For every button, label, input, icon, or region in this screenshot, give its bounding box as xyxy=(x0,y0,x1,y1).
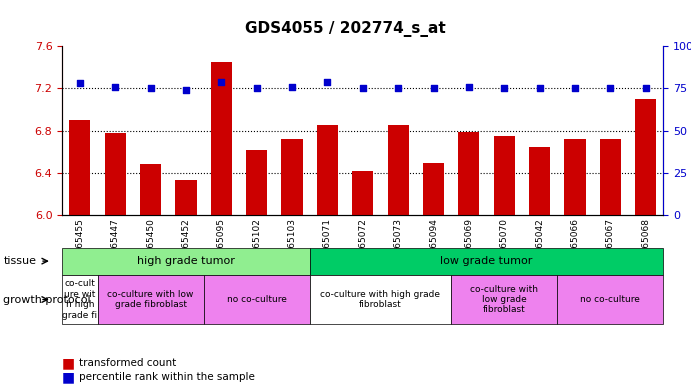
Bar xyxy=(62,248,310,275)
Bar xyxy=(388,125,409,215)
Bar xyxy=(565,139,585,215)
Text: co-culture with high grade
fibroblast: co-culture with high grade fibroblast xyxy=(321,290,440,309)
Point xyxy=(322,78,333,84)
Text: co-cult
ure wit
h high
grade fi: co-cult ure wit h high grade fi xyxy=(62,280,97,319)
Bar xyxy=(281,139,303,215)
Point xyxy=(499,85,510,91)
Point xyxy=(569,85,580,91)
Bar xyxy=(246,149,267,215)
Text: tissue: tissue xyxy=(3,256,37,266)
Text: ■: ■ xyxy=(62,356,75,370)
Text: no co-culture: no co-culture xyxy=(580,295,641,304)
Point xyxy=(605,85,616,91)
Bar xyxy=(529,147,550,215)
Bar xyxy=(176,180,196,215)
Point xyxy=(251,85,262,91)
Point xyxy=(145,85,156,91)
Bar xyxy=(69,120,91,215)
Point xyxy=(216,78,227,84)
Bar xyxy=(310,275,451,324)
Bar xyxy=(600,139,621,215)
Bar xyxy=(493,136,515,215)
Text: low grade tumor: low grade tumor xyxy=(440,256,533,266)
Bar xyxy=(211,62,232,215)
Bar xyxy=(423,163,444,215)
Point xyxy=(392,85,404,91)
Bar xyxy=(557,275,663,324)
Bar xyxy=(104,132,126,215)
Text: co-culture with
low grade
fibroblast: co-culture with low grade fibroblast xyxy=(471,285,538,314)
Bar xyxy=(458,132,480,215)
Point xyxy=(110,84,121,90)
Point xyxy=(428,85,439,91)
Bar xyxy=(635,99,656,215)
Point xyxy=(357,85,368,91)
Point xyxy=(534,85,545,91)
Point xyxy=(464,84,475,90)
Text: growth protocol: growth protocol xyxy=(3,295,91,305)
Text: co-culture with low
grade fibroblast: co-culture with low grade fibroblast xyxy=(107,290,193,309)
Bar xyxy=(97,275,204,324)
Text: high grade tumor: high grade tumor xyxy=(137,256,235,266)
Bar xyxy=(316,125,338,215)
Text: GDS4055 / 202774_s_at: GDS4055 / 202774_s_at xyxy=(245,21,446,37)
Text: no co-culture: no co-culture xyxy=(227,295,287,304)
Bar xyxy=(204,275,310,324)
Bar xyxy=(451,275,557,324)
Bar xyxy=(140,164,161,215)
Point xyxy=(287,84,298,90)
Point xyxy=(180,87,191,93)
Point xyxy=(75,80,86,86)
Text: percentile rank within the sample: percentile rank within the sample xyxy=(79,372,256,382)
Text: transformed count: transformed count xyxy=(79,358,177,368)
Bar xyxy=(352,170,373,215)
Bar xyxy=(62,275,97,324)
Text: ■: ■ xyxy=(62,370,75,384)
Bar xyxy=(310,248,663,275)
Point xyxy=(640,85,651,91)
